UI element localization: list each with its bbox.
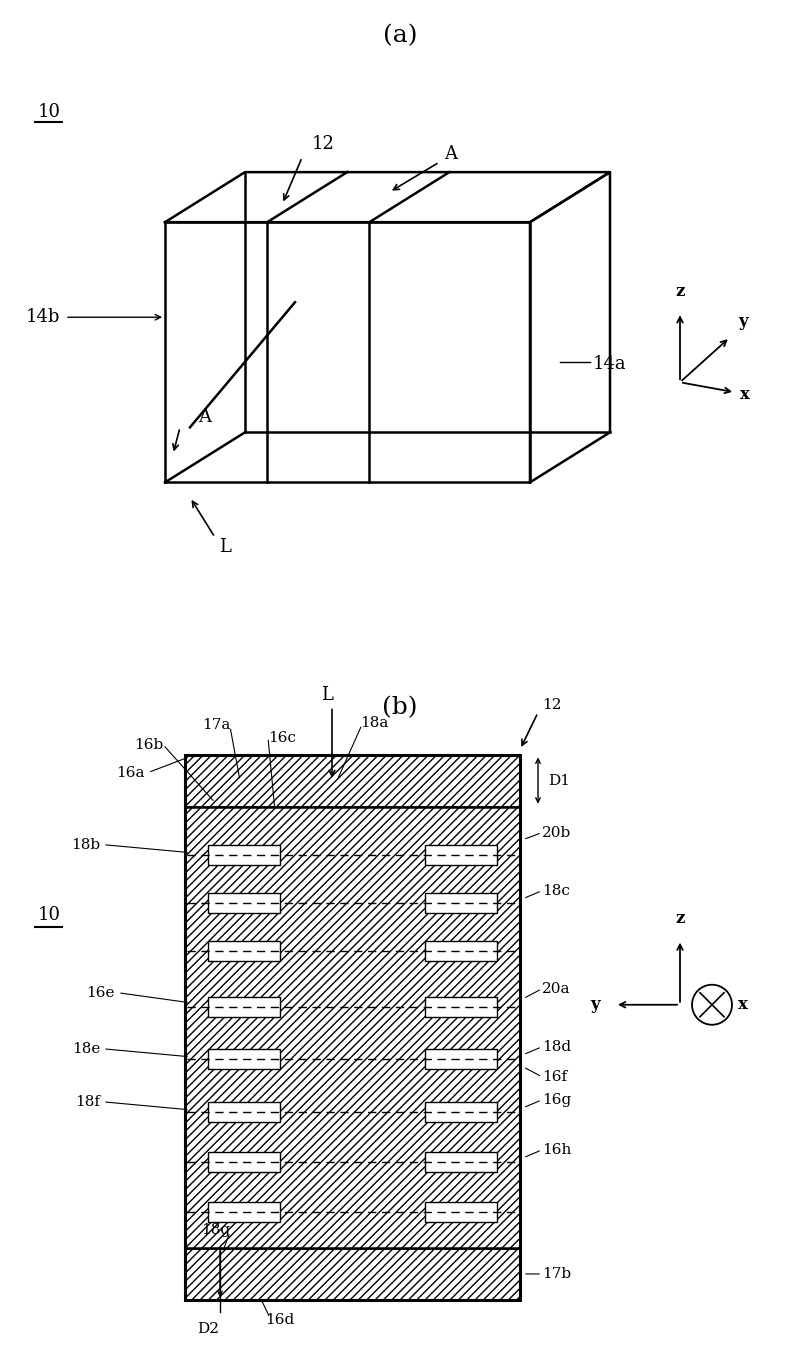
- Text: 16a: 16a: [117, 765, 145, 780]
- Text: y: y: [738, 313, 748, 331]
- Text: (a): (a): [382, 24, 418, 47]
- Text: 12: 12: [312, 134, 335, 153]
- Text: L: L: [219, 538, 231, 557]
- Text: L: L: [321, 686, 333, 703]
- Text: 14b: 14b: [26, 308, 60, 327]
- Text: 16f: 16f: [542, 1069, 567, 1084]
- Text: 18c: 18c: [542, 884, 570, 897]
- Bar: [208, 1102, 280, 1122]
- Text: D2: D2: [197, 1322, 219, 1336]
- Bar: [208, 997, 280, 1017]
- Text: 12: 12: [542, 698, 562, 712]
- Text: 17b: 17b: [542, 1267, 571, 1280]
- Bar: [185, 755, 520, 807]
- Text: 16c: 16c: [268, 730, 296, 745]
- Bar: [425, 997, 497, 1017]
- Bar: [208, 1202, 280, 1221]
- Text: 20a: 20a: [542, 982, 570, 995]
- Bar: [425, 893, 497, 913]
- Text: 18e: 18e: [72, 1042, 100, 1056]
- Text: x: x: [740, 386, 750, 402]
- Text: 16g: 16g: [542, 1093, 571, 1107]
- Bar: [425, 940, 497, 960]
- Bar: [185, 755, 520, 1301]
- Text: y: y: [590, 997, 600, 1013]
- Text: A: A: [198, 409, 211, 426]
- Bar: [208, 1049, 280, 1069]
- Bar: [425, 1151, 497, 1171]
- Text: 10: 10: [38, 104, 61, 121]
- Text: (b): (b): [382, 697, 418, 720]
- Text: 16b: 16b: [134, 737, 163, 752]
- Bar: [425, 1102, 497, 1122]
- Text: 17a: 17a: [202, 717, 230, 732]
- Text: 18d: 18d: [542, 1040, 571, 1053]
- Text: 20b: 20b: [542, 826, 571, 839]
- Text: 18a: 18a: [360, 716, 388, 729]
- Bar: [185, 1248, 520, 1301]
- Text: 16h: 16h: [542, 1143, 571, 1157]
- Text: 18g: 18g: [201, 1223, 230, 1237]
- Text: x: x: [738, 997, 748, 1013]
- Bar: [208, 893, 280, 913]
- Text: 10: 10: [38, 905, 61, 924]
- Bar: [208, 845, 280, 865]
- Bar: [425, 1202, 497, 1221]
- Text: A: A: [445, 145, 458, 163]
- Bar: [425, 1049, 497, 1069]
- Bar: [208, 940, 280, 960]
- Text: z: z: [675, 909, 685, 927]
- Text: 18b: 18b: [71, 838, 100, 851]
- Text: 16e: 16e: [86, 986, 115, 999]
- Text: z: z: [675, 284, 685, 300]
- Text: D1: D1: [548, 773, 570, 788]
- Bar: [208, 1151, 280, 1171]
- Bar: [425, 845, 497, 865]
- Bar: [185, 807, 520, 1248]
- Text: 18f: 18f: [75, 1095, 100, 1108]
- Text: 16d: 16d: [265, 1313, 294, 1328]
- Text: 14a: 14a: [593, 355, 626, 374]
